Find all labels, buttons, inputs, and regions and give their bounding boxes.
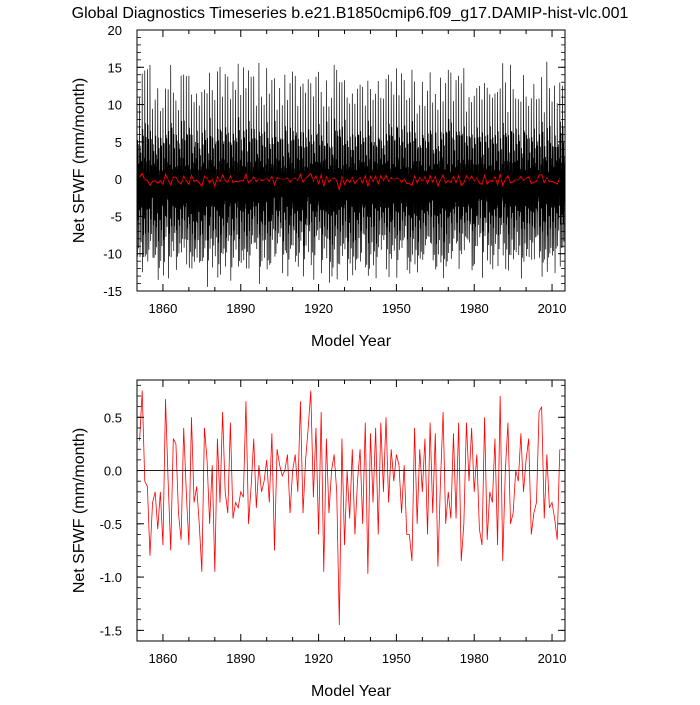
y-tick-label: 0.5 [104, 410, 122, 425]
y-tick-label: 0.0 [104, 464, 122, 479]
y-tick-label: -1.5 [100, 623, 122, 638]
y-tick-label: -5 [110, 209, 122, 224]
x-tick-label: 1950 [382, 301, 411, 316]
monthly-series-line [136, 61, 566, 287]
y-tick-label: 10 [108, 98, 122, 113]
axis-ticks: 1860 1890 1920 1950 1980 2010 -15 -10 -5 0 5 10 15 20 [103, 23, 566, 316]
x-tick-label: 1860 [148, 651, 177, 666]
y-axis-label: Net SFWF (mm/month) [71, 428, 88, 593]
x-tick-label: 1890 [226, 651, 255, 666]
y-tick-label: -10 [103, 247, 122, 262]
figure-title: Global Diagnostics Timeseries b.e21.B185… [72, 5, 629, 22]
monthly-timeseries-panel: 1860 1890 1920 1950 1980 2010 -15 -10 -5 0 5 10 15 20… [71, 23, 566, 350]
y-axis-label: Net SFWF (mm/month) [71, 78, 88, 243]
x-tick-label: 1920 [304, 651, 333, 666]
plot-frame [136, 379, 566, 642]
x-axis-label: Model Year [311, 333, 392, 350]
x-tick-label: 2010 [538, 651, 567, 666]
y-tick-label: -0.5 [100, 517, 122, 532]
x-tick-label: 1980 [460, 301, 489, 316]
y-tick-label: 15 [108, 60, 122, 75]
plot-frame [136, 29, 566, 292]
annual-series-line [139, 390, 561, 626]
y-tick-label: 20 [108, 23, 122, 38]
x-axis-label: Model Year [311, 683, 392, 700]
y-tick-label: -15 [103, 284, 122, 299]
y-tick-label: -1.0 [100, 570, 122, 585]
x-tick-label: 1950 [382, 651, 411, 666]
annual-timeseries-panel: 1860 1890 1920 1950 1980 2010 -1.5 -1.0 -0.5 0.0 0… [71, 379, 567, 700]
x-tick-label: 2010 [538, 301, 567, 316]
x-tick-label: 1890 [226, 301, 255, 316]
x-tick-label: 1860 [148, 301, 177, 316]
y-tick-label: 0 [115, 172, 122, 187]
annual-series-line [139, 172, 561, 191]
x-tick-label: 1980 [460, 651, 489, 666]
axis-ticks: 1860 1890 1920 1950 1980 2010 -1.5 -1.0 -0.5 0.0 0… [100, 380, 567, 666]
y-tick-label: 5 [115, 135, 122, 150]
x-tick-label: 1920 [304, 301, 333, 316]
